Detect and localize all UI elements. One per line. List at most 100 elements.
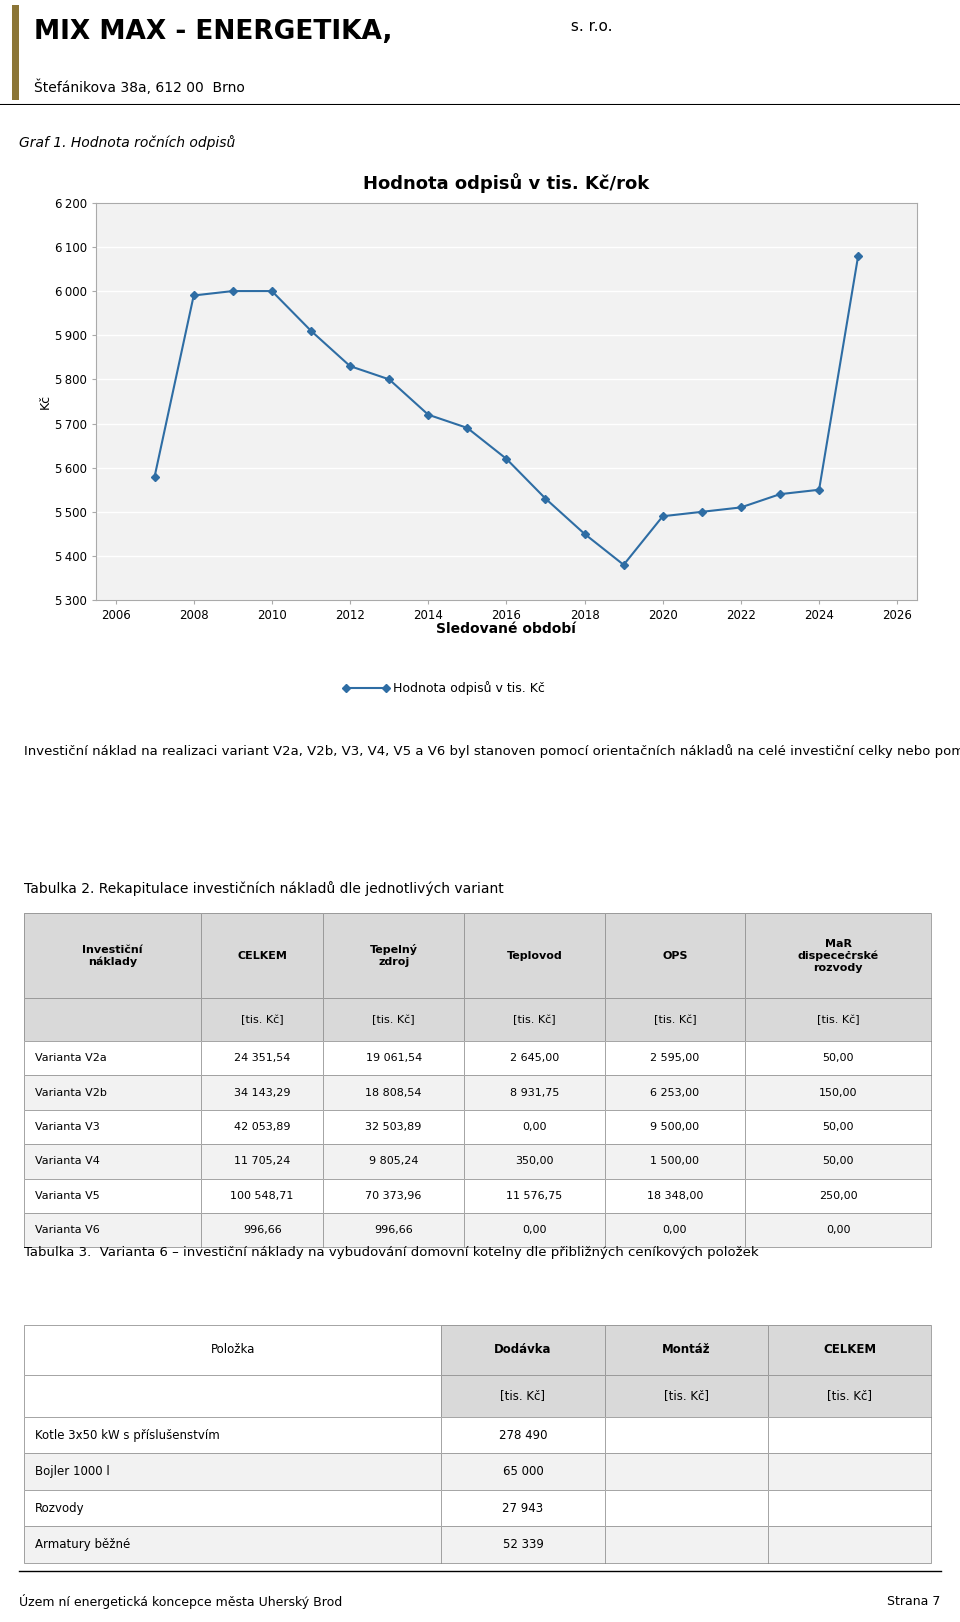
Text: [tis. Kč]: [tis. Kč] bbox=[500, 1388, 545, 1403]
Bar bbox=[24, 1109, 201, 1144]
Bar bbox=[201, 1075, 324, 1109]
Bar bbox=[605, 1075, 745, 1109]
Bar bbox=[324, 1179, 464, 1213]
Bar bbox=[201, 1179, 324, 1213]
Bar bbox=[24, 1213, 201, 1247]
Bar bbox=[605, 1213, 745, 1247]
Text: Rozvody: Rozvody bbox=[35, 1502, 84, 1515]
Bar bbox=[24, 1453, 442, 1489]
Bar bbox=[24, 1041, 201, 1075]
Bar bbox=[201, 1213, 324, 1247]
Bar bbox=[605, 1418, 768, 1453]
Bar bbox=[605, 1144, 745, 1179]
Bar bbox=[745, 1041, 931, 1075]
Text: 1 500,00: 1 500,00 bbox=[651, 1156, 700, 1166]
Bar bbox=[442, 1418, 605, 1453]
Bar bbox=[24, 913, 201, 999]
Bar bbox=[605, 1109, 745, 1144]
Bar bbox=[745, 999, 931, 1041]
Bar bbox=[201, 913, 324, 999]
Bar bbox=[324, 1075, 464, 1109]
Bar bbox=[324, 913, 464, 999]
Bar bbox=[605, 999, 745, 1041]
Bar bbox=[324, 1075, 464, 1109]
Bar bbox=[442, 1325, 605, 1374]
Bar bbox=[12, 5, 19, 101]
Bar bbox=[605, 1179, 745, 1213]
Bar bbox=[201, 1075, 324, 1109]
Bar bbox=[605, 1075, 745, 1109]
Bar bbox=[24, 1325, 442, 1374]
Text: Tepelný
zdroj: Tepelný zdroj bbox=[370, 944, 418, 967]
Bar bbox=[768, 1453, 931, 1489]
Text: Teplovod: Teplovod bbox=[507, 950, 563, 960]
Bar bbox=[24, 1418, 442, 1453]
Text: 150,00: 150,00 bbox=[819, 1088, 857, 1098]
Text: 50,00: 50,00 bbox=[823, 1053, 854, 1062]
Bar bbox=[464, 1041, 605, 1075]
Bar bbox=[464, 1213, 605, 1247]
Text: 50,00: 50,00 bbox=[823, 1156, 854, 1166]
Bar bbox=[464, 1109, 605, 1144]
Bar bbox=[201, 1179, 324, 1213]
Bar bbox=[464, 1179, 605, 1213]
Text: 2 595,00: 2 595,00 bbox=[650, 1053, 700, 1062]
Bar bbox=[324, 1213, 464, 1247]
Bar bbox=[605, 1325, 768, 1374]
Text: 2 645,00: 2 645,00 bbox=[510, 1053, 559, 1062]
Text: [tis. Kč]: [tis. Kč] bbox=[654, 1014, 696, 1025]
Bar bbox=[24, 1144, 201, 1179]
Bar bbox=[464, 1109, 605, 1144]
Bar bbox=[24, 1179, 201, 1213]
Bar bbox=[24, 1374, 442, 1418]
Text: 34 143,29: 34 143,29 bbox=[234, 1088, 290, 1098]
Bar bbox=[605, 913, 745, 999]
Text: 278 490: 278 490 bbox=[498, 1429, 547, 1442]
Bar bbox=[324, 1144, 464, 1179]
Bar bbox=[464, 999, 605, 1041]
Text: Dodávka: Dodávka bbox=[494, 1343, 552, 1356]
Text: s. r.o.: s. r.o. bbox=[566, 19, 612, 34]
Text: 9 500,00: 9 500,00 bbox=[650, 1122, 700, 1132]
Bar bbox=[464, 1144, 605, 1179]
Bar bbox=[605, 1526, 768, 1562]
Bar bbox=[201, 999, 324, 1041]
Bar bbox=[605, 1325, 768, 1374]
Bar bbox=[24, 1489, 442, 1526]
Text: 27 943: 27 943 bbox=[502, 1502, 543, 1515]
Bar bbox=[745, 1144, 931, 1179]
Bar bbox=[768, 1418, 931, 1453]
Text: Investiční náklad na realizaci variant V2a, V2b, V3, V4, V5 a V6 byl stanoven po: Investiční náklad na realizaci variant V… bbox=[24, 743, 960, 757]
Text: 19 061,54: 19 061,54 bbox=[366, 1053, 421, 1062]
Bar bbox=[464, 913, 605, 999]
Text: Varianta V3: Varianta V3 bbox=[35, 1122, 100, 1132]
Bar bbox=[745, 1041, 931, 1075]
Text: 6 253,00: 6 253,00 bbox=[650, 1088, 700, 1098]
Bar bbox=[605, 1179, 745, 1213]
Bar bbox=[201, 1109, 324, 1144]
Text: 42 053,89: 42 053,89 bbox=[234, 1122, 290, 1132]
Bar bbox=[605, 913, 745, 999]
Text: 996,66: 996,66 bbox=[374, 1225, 413, 1236]
Bar bbox=[201, 1213, 324, 1247]
Bar bbox=[745, 1075, 931, 1109]
Bar bbox=[768, 1489, 931, 1526]
Bar bbox=[605, 999, 745, 1041]
Bar bbox=[442, 1374, 605, 1418]
Text: 32 503,89: 32 503,89 bbox=[366, 1122, 421, 1132]
Text: Varianta V4: Varianta V4 bbox=[35, 1156, 100, 1166]
Bar bbox=[605, 1526, 768, 1562]
Text: MIX MAX - ENERGETIKA,: MIX MAX - ENERGETIKA, bbox=[34, 19, 392, 45]
Bar bbox=[24, 1075, 201, 1109]
Bar bbox=[324, 1213, 464, 1247]
Bar bbox=[24, 1418, 442, 1453]
Bar bbox=[324, 1109, 464, 1144]
Bar bbox=[745, 1144, 931, 1179]
Bar bbox=[768, 1526, 931, 1562]
Bar bbox=[442, 1489, 605, 1526]
Bar bbox=[201, 1041, 324, 1075]
Text: 50,00: 50,00 bbox=[823, 1122, 854, 1132]
Bar bbox=[24, 1526, 442, 1562]
Bar bbox=[464, 999, 605, 1041]
Y-axis label: Kč: Kč bbox=[39, 394, 52, 409]
